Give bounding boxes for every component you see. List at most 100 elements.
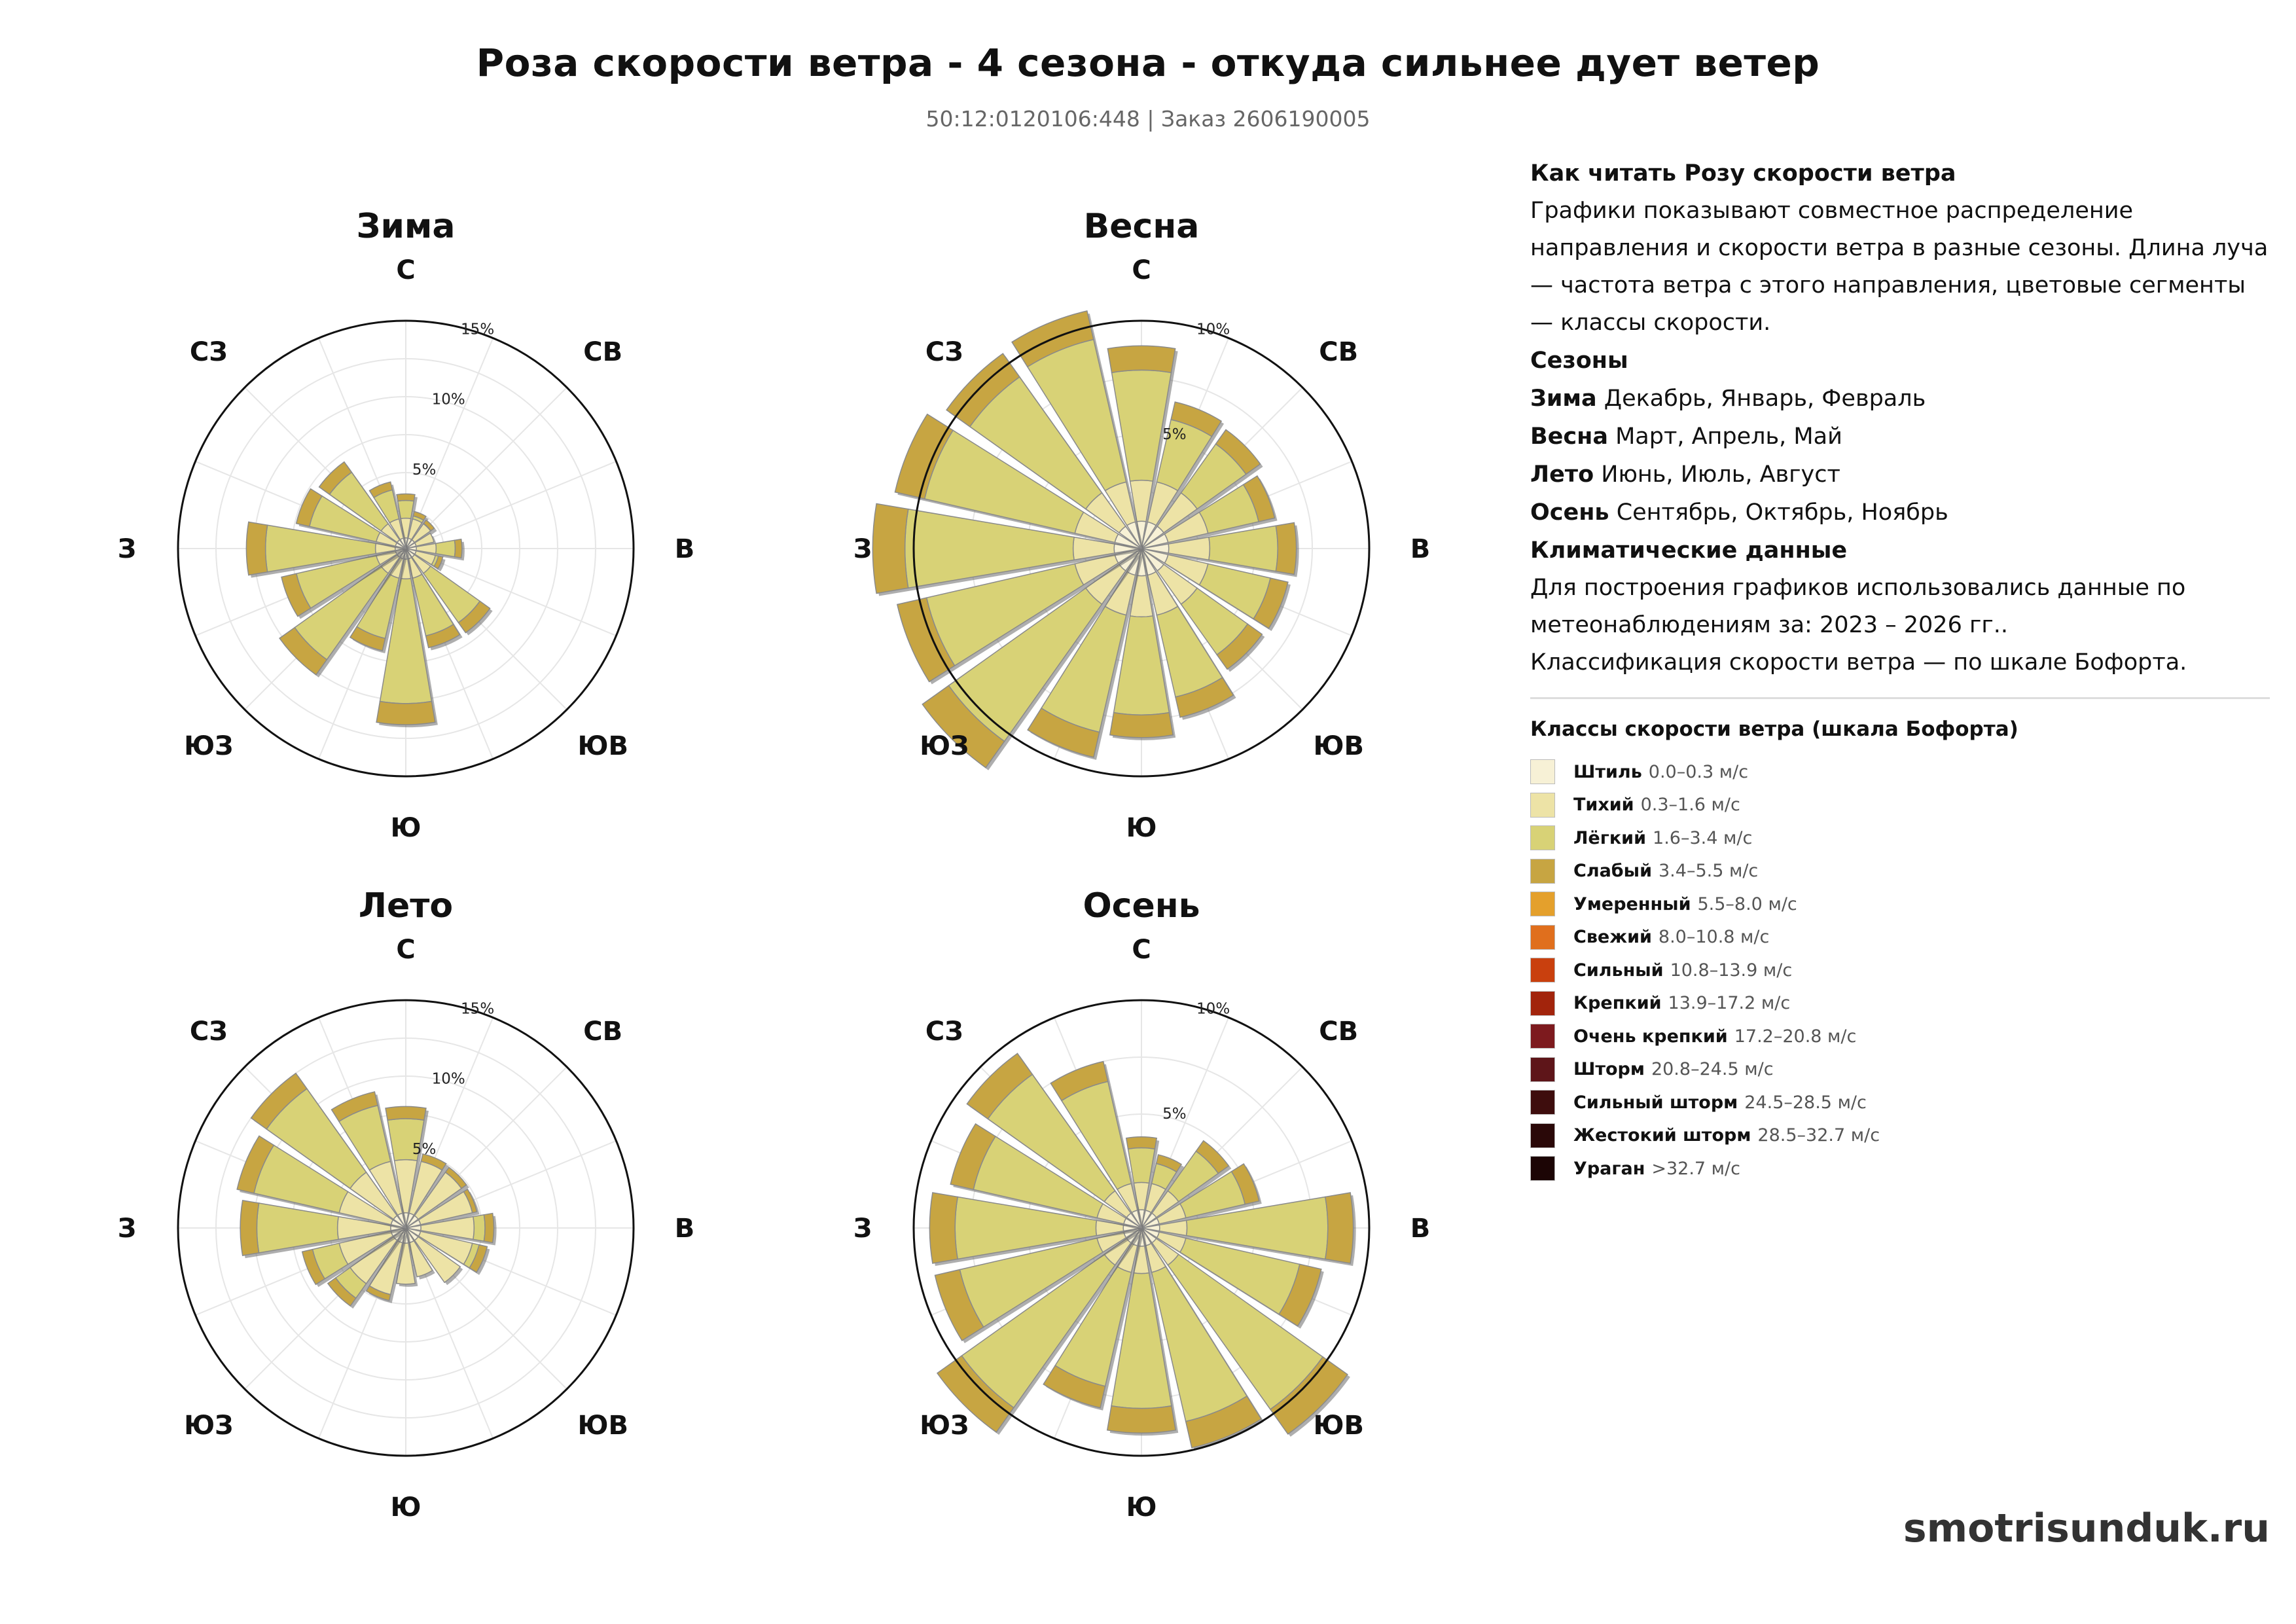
wind-rose-0: Зима 5% 10% 15% С СВ В ЮВ Ю ЮЗ З СЗ <box>118 207 694 843</box>
climate-heading: Климатические данные <box>1530 537 1848 564</box>
tick-label: 15% <box>461 321 494 338</box>
how-to-read-text: Графики показывают совместное распределе… <box>1530 198 2269 336</box>
petal-segment-Ю <box>1106 1405 1177 1434</box>
petal-segment-ЮВ <box>457 600 491 634</box>
petal-segment-Ю <box>395 1242 416 1285</box>
compass-label: В <box>1410 534 1431 564</box>
petal-segment-ВСВ <box>463 1188 478 1214</box>
petal-segment-ВСВ <box>1242 475 1276 522</box>
compass-label: С <box>396 255 415 285</box>
petal-segment-ВЮВ <box>433 555 444 569</box>
legend-swatch <box>1530 858 1555 884</box>
legend-range: 8.0–10.8 м/с <box>1658 927 1770 948</box>
petal-segment-ССЗ <box>1050 1060 1109 1102</box>
legend-name: Штиль <box>1573 761 1642 782</box>
season-autumn: Осень Сентябрь, Октябрь, Ноябрь <box>1530 499 1948 526</box>
legend-item: Штиль 0.0–0.3 м/с <box>1530 755 2270 789</box>
compass-label: Ю <box>1126 813 1157 843</box>
petal-segment-СЗ <box>250 1072 308 1130</box>
petal-segment-ЮВ <box>1216 623 1263 670</box>
legend-item: Слабый 3.4–5.5 м/с <box>1530 855 2270 888</box>
legend-range: 0.3–1.6 м/с <box>1640 795 1740 816</box>
tick-label: 5% <box>1162 426 1187 443</box>
legend-name: Сильный <box>1573 960 1664 981</box>
petal-segment-ЗЮЗ <box>301 1248 326 1286</box>
petal-segment-ЗСЗ <box>950 1123 996 1191</box>
tick-label: 5% <box>412 1141 437 1158</box>
legend-swatch <box>1530 1123 1555 1148</box>
legend-range: 28.5–32.7 м/с <box>1757 1125 1880 1146</box>
petal-segment-ВЮВ <box>469 1244 488 1273</box>
legend-name: Умеренный <box>1573 893 1691 914</box>
legend-name: Очень крепкий <box>1573 1026 1728 1047</box>
petal-segment-З <box>929 1192 959 1264</box>
compass-label: СЗ <box>925 1017 963 1047</box>
legend-name: Шторм <box>1573 1059 1645 1080</box>
outer-ring <box>177 999 635 1457</box>
petal-segment-ССВ <box>412 511 427 521</box>
petal-segment-ЮЮВ <box>1185 1395 1263 1449</box>
legend-swatch <box>1530 825 1555 851</box>
petal-segment-ССЗ <box>368 481 393 499</box>
petal-segment-С <box>1107 345 1176 374</box>
legend-swatch <box>1530 1156 1555 1182</box>
tick-label: 5% <box>412 461 437 478</box>
petal-segment-ЮВ <box>1269 1356 1348 1435</box>
petal-segment-ЮЮЗ <box>1027 707 1100 758</box>
petal-segment-ЗЮЗ <box>896 597 956 683</box>
wind-rose-3: Осень 5% 10% С СВ В ЮВ Ю ЮЗ З СЗ <box>853 886 1430 1523</box>
compass-label: В <box>675 534 695 564</box>
season-summer: Лето Июнь, Июль, Август <box>1530 461 1840 488</box>
petal-segment-ЮЮВ <box>408 1240 433 1278</box>
legend-title: Классы скорости ветра (шкала Бофорта) <box>1530 717 2018 741</box>
compass-label: З <box>853 534 872 564</box>
legend-swatch <box>1530 924 1555 950</box>
grid-spoke <box>405 387 567 549</box>
tick-label: 10% <box>432 1071 465 1088</box>
info-panel: Как читать Розу скорости ветра Графики п… <box>1530 154 2270 1185</box>
legend-range: 3.4–5.5 м/с <box>1659 861 1759 882</box>
legend-range: 24.5–28.5 м/с <box>1744 1092 1867 1113</box>
legend-range: >32.7 м/с <box>1651 1158 1740 1179</box>
wind-rose-2: Лето 5% 10% 15% С СВ В ЮВ Ю ЮЗ З СЗ <box>118 886 694 1523</box>
petal-segment-В <box>483 1212 495 1244</box>
petal-segment-В <box>435 539 456 558</box>
how-to-read-heading: Как читать Розу скорости ветра <box>1530 160 1956 187</box>
legend-range: 17.2–20.8 м/с <box>1734 1026 1857 1047</box>
compass-label: З <box>118 1214 136 1244</box>
legend-range: 10.8–13.9 м/с <box>1670 960 1793 981</box>
legend-swatch <box>1530 1056 1555 1082</box>
tick-label: 5% <box>1162 1106 1187 1123</box>
compass-label: ЮВ <box>578 731 628 761</box>
petal-segment-З <box>245 521 268 576</box>
legend-name: Свежий <box>1573 927 1652 948</box>
legend-name: Жестокий шторм <box>1573 1125 1751 1146</box>
petal-segment-В <box>454 538 463 559</box>
legend-list: Штиль 0.0–0.3 м/с Тихий 0.3–1.6 м/с Лёгкий 1.… <box>1530 755 2270 1185</box>
legend-name: Крепкий <box>1573 993 1662 1014</box>
petal-segment-Ю <box>376 700 436 725</box>
petal-segment-ЮЗ <box>327 1277 357 1307</box>
legend-item: Жестокий шторм 28.5–32.7 м/с <box>1530 1119 2270 1153</box>
petal-segment-З <box>240 1199 260 1257</box>
legend-swatch <box>1530 1024 1555 1049</box>
compass-label: Ю <box>1126 1492 1157 1523</box>
scale-text: Классификация скорости ветра — по шкале … <box>1530 649 2187 676</box>
outer-ring <box>912 999 1371 1457</box>
petal-segment-ЗСЗ <box>295 488 323 528</box>
divider <box>1530 697 2270 699</box>
petal-segment-ССЗ <box>331 1091 379 1123</box>
compass-label: С <box>396 935 415 965</box>
wind-rose-1: Весна 5% 10% С СВ В ЮВ Ю ЮЗ З СЗ <box>853 207 1430 843</box>
petal-segment-ЮЗ <box>936 1355 1014 1434</box>
petal-segment-ЗЮЗ <box>934 1269 984 1342</box>
petal-segment-ЗСЗ <box>236 1135 275 1194</box>
petal-segment-В <box>473 1214 486 1242</box>
petal-segment-ССВ <box>1170 401 1223 437</box>
season-winter: Зима Декабрь, Январь, Февраль <box>1530 386 1926 412</box>
compass-label: ЮВ <box>1314 1411 1364 1441</box>
petal-segment-СВ <box>444 1166 467 1189</box>
compass-label: З <box>853 1214 872 1244</box>
petal-segment-СЗ <box>318 461 353 496</box>
